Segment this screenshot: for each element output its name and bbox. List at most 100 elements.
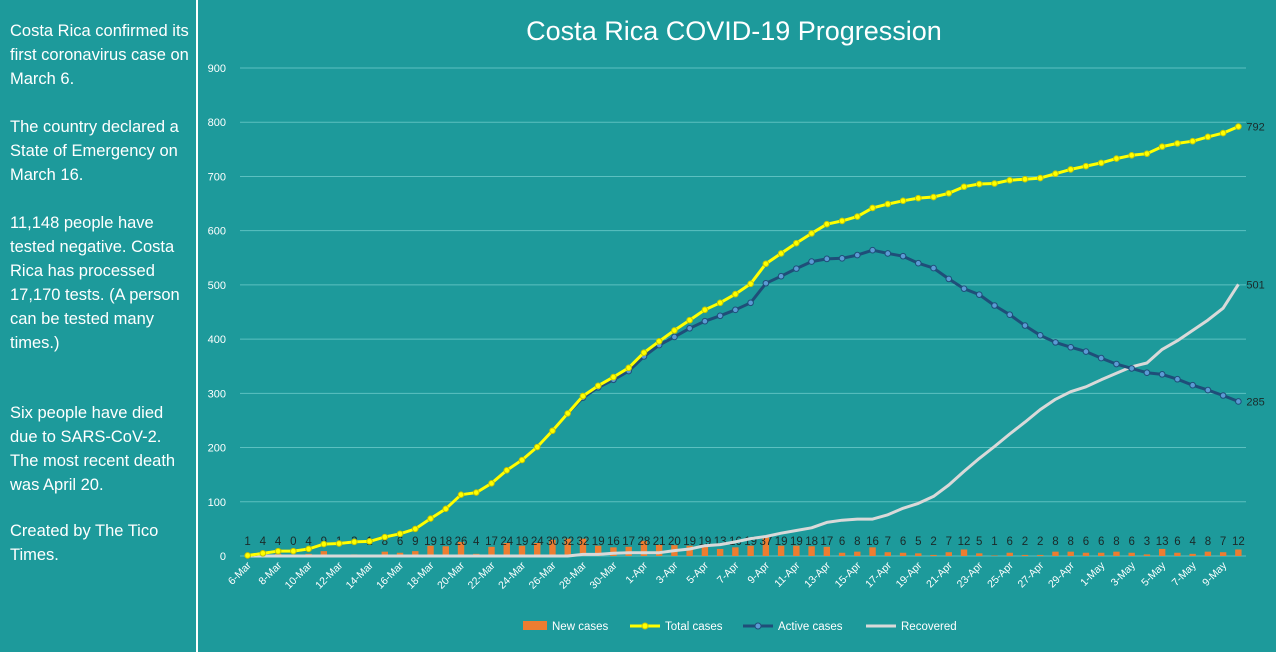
chart-title: Costa Rica COVID-19 Progression — [526, 16, 942, 46]
new-cases-bar-8-Apr — [747, 545, 754, 556]
total-cases-line — [247, 125, 1239, 557]
total-cases-point-9-May — [1219, 129, 1227, 137]
new-cases-label-6-Mar: 1 — [244, 536, 250, 548]
new-cases-bar-2-May — [1113, 551, 1120, 556]
new-cases-label-24-Mar: 19 — [516, 536, 529, 548]
total-cases-point-12-Apr — [808, 230, 815, 237]
total-cases-point-27-Mar — [564, 410, 572, 417]
new-cases-label-24-Apr: 1 — [991, 536, 997, 548]
active-cases-point-11-Apr — [793, 265, 800, 272]
new-cases-bar-11-Apr — [793, 545, 800, 556]
sidebar-text-panel: Costa Rica confirmed its first coronavir… — [0, 0, 196, 652]
new-cases-label-28-Mar: 32 — [577, 536, 590, 548]
total-cases-point-29-Mar — [594, 382, 602, 390]
new-cases-bar-19-Mar — [442, 546, 449, 556]
active-cases-point-26-Apr — [1021, 322, 1029, 329]
x-tick-label-18-Mar: 18-Mar — [405, 559, 437, 591]
x-tick-label-25-Apr: 25-Apr — [985, 559, 1016, 590]
total-cases-point-10-Mar — [305, 545, 312, 553]
total-cases-point-23-Mar — [503, 467, 511, 474]
new-cases-bar-12-Apr — [808, 546, 815, 556]
total-cases-point-16-Mar — [396, 530, 404, 538]
new-cases-label-4-Apr: 19 — [683, 536, 696, 548]
new-cases-bar-28-Apr — [1052, 551, 1059, 556]
total-cases-point-7-Apr — [732, 290, 739, 298]
new-cases-label-29-Apr: 8 — [1068, 536, 1074, 548]
new-cases-bar-2-Apr — [655, 544, 663, 556]
total-cases-point-7-May — [1189, 137, 1196, 145]
new-cases-label-22-Apr: 12 — [958, 536, 971, 548]
total-cases-point-29-Apr — [1067, 166, 1075, 173]
new-cases-label-13-Apr: 17 — [820, 536, 833, 548]
new-cases-label-12-Apr: 18 — [805, 536, 818, 548]
new-cases-bar-28-Mar — [579, 538, 587, 556]
total-cases-point-20-Mar — [457, 491, 465, 499]
recovered-line — [247, 283, 1240, 558]
total-cases-point-20-Apr — [930, 193, 937, 201]
x-tick-label-9-Apr: 9-Apr — [745, 559, 772, 586]
new-cases-label-29-Mar: 19 — [592, 536, 605, 548]
x-tick-label-28-Mar: 28-Mar — [557, 559, 589, 591]
active-cases-point-10-Apr — [777, 272, 785, 280]
active-cases-point-24-Apr — [991, 302, 998, 309]
recovered-end-label: 501 — [1246, 279, 1264, 291]
total-cases-point-5-Apr — [701, 306, 709, 314]
new-cases-bar-16-Mar — [396, 552, 404, 556]
total-cases-point-14-Apr — [838, 217, 846, 225]
new-cases-label-15-Mar: 8 — [382, 536, 388, 548]
total-cases-point-25-Mar — [533, 443, 541, 451]
x-tick-label-17-Apr: 17-Apr — [863, 559, 894, 590]
new-cases-bar-26-Apr — [1021, 554, 1029, 556]
total-cases-point-14-Mar — [366, 538, 373, 545]
new-cases-label-21-Mar: 4 — [473, 536, 480, 548]
chart-legend: New cases Total cases Active cases Recovere… — [523, 621, 957, 633]
new-cases-label-9-Mar: 0 — [290, 536, 296, 548]
legend-marker-active-cases — [754, 622, 762, 630]
y-tick-label-600: 600 — [208, 226, 226, 238]
new-cases-bar-15-Mar — [381, 551, 389, 556]
total-cases-point-17-Apr — [884, 200, 892, 208]
new-cases-label-10-May: 12 — [1232, 536, 1245, 548]
total-cases-point-16-Apr — [869, 204, 876, 212]
new-cases-label-1-May: 6 — [1098, 536, 1104, 548]
active-cases-point-9-May — [1219, 392, 1227, 399]
new-cases-bar-4-Apr — [686, 545, 693, 556]
new-cases-bar-7-Apr — [732, 547, 739, 556]
new-cases-label-8-May: 8 — [1205, 536, 1211, 548]
total-cases-point-6-May — [1174, 140, 1181, 147]
total-cases-point-15-Mar — [381, 533, 389, 541]
x-tick-label-27-Apr: 27-Apr — [1016, 559, 1047, 590]
new-cases-label-25-Mar: 24 — [531, 536, 544, 548]
total-cases-point-26-Apr — [1021, 175, 1029, 183]
total-cases-point-13-Mar — [351, 538, 358, 546]
total-cases-point-19-Mar — [442, 505, 450, 513]
new-cases-label-20-Apr: 2 — [930, 536, 936, 548]
active-cases-point-12-Apr — [808, 258, 815, 265]
active-cases-point-5-May — [1158, 371, 1166, 378]
active-cases-point-1-May — [1097, 354, 1105, 362]
active-cases-point-29-Apr — [1067, 343, 1075, 351]
new-cases-label-8-Mar: 4 — [275, 536, 282, 548]
total-cases-point-3-Apr — [671, 327, 678, 334]
active-cases-point-8-Apr — [747, 299, 754, 307]
total-cases-point-18-Apr — [899, 197, 907, 205]
x-tick-label-7-May: 7-May — [1170, 559, 1200, 589]
x-tick-label-7-Apr: 7-Apr — [715, 559, 742, 586]
x-tick-label-16-Mar: 16-Mar — [374, 559, 406, 591]
new-cases-bar-9-Apr — [762, 535, 770, 556]
total-cases-point-9-Mar — [290, 547, 297, 555]
new-cases-bar-7-May — [1189, 553, 1196, 556]
sidebar-paragraph-deaths: Six people have died due to SARS-CoV-2. … — [10, 404, 176, 494]
x-tick-label-1-May: 1-May — [1078, 559, 1108, 589]
new-cases-bar-3-May — [1128, 552, 1135, 556]
new-cases-bar-30-Apr — [1082, 552, 1090, 556]
new-cases-bar-6-Apr — [716, 548, 724, 556]
x-tick-label-5-May: 5-May — [1139, 559, 1169, 589]
total-cases-point-1-May — [1097, 159, 1105, 167]
total-cases-point-2-May — [1113, 155, 1120, 162]
new-cases-label-2-May: 8 — [1113, 536, 1119, 548]
new-cases-label-7-May: 4 — [1189, 536, 1196, 548]
total-cases-point-7-Mar — [259, 549, 267, 557]
total-cases-point-6-Apr — [716, 299, 724, 307]
new-cases-bar-27-Mar — [564, 538, 571, 556]
